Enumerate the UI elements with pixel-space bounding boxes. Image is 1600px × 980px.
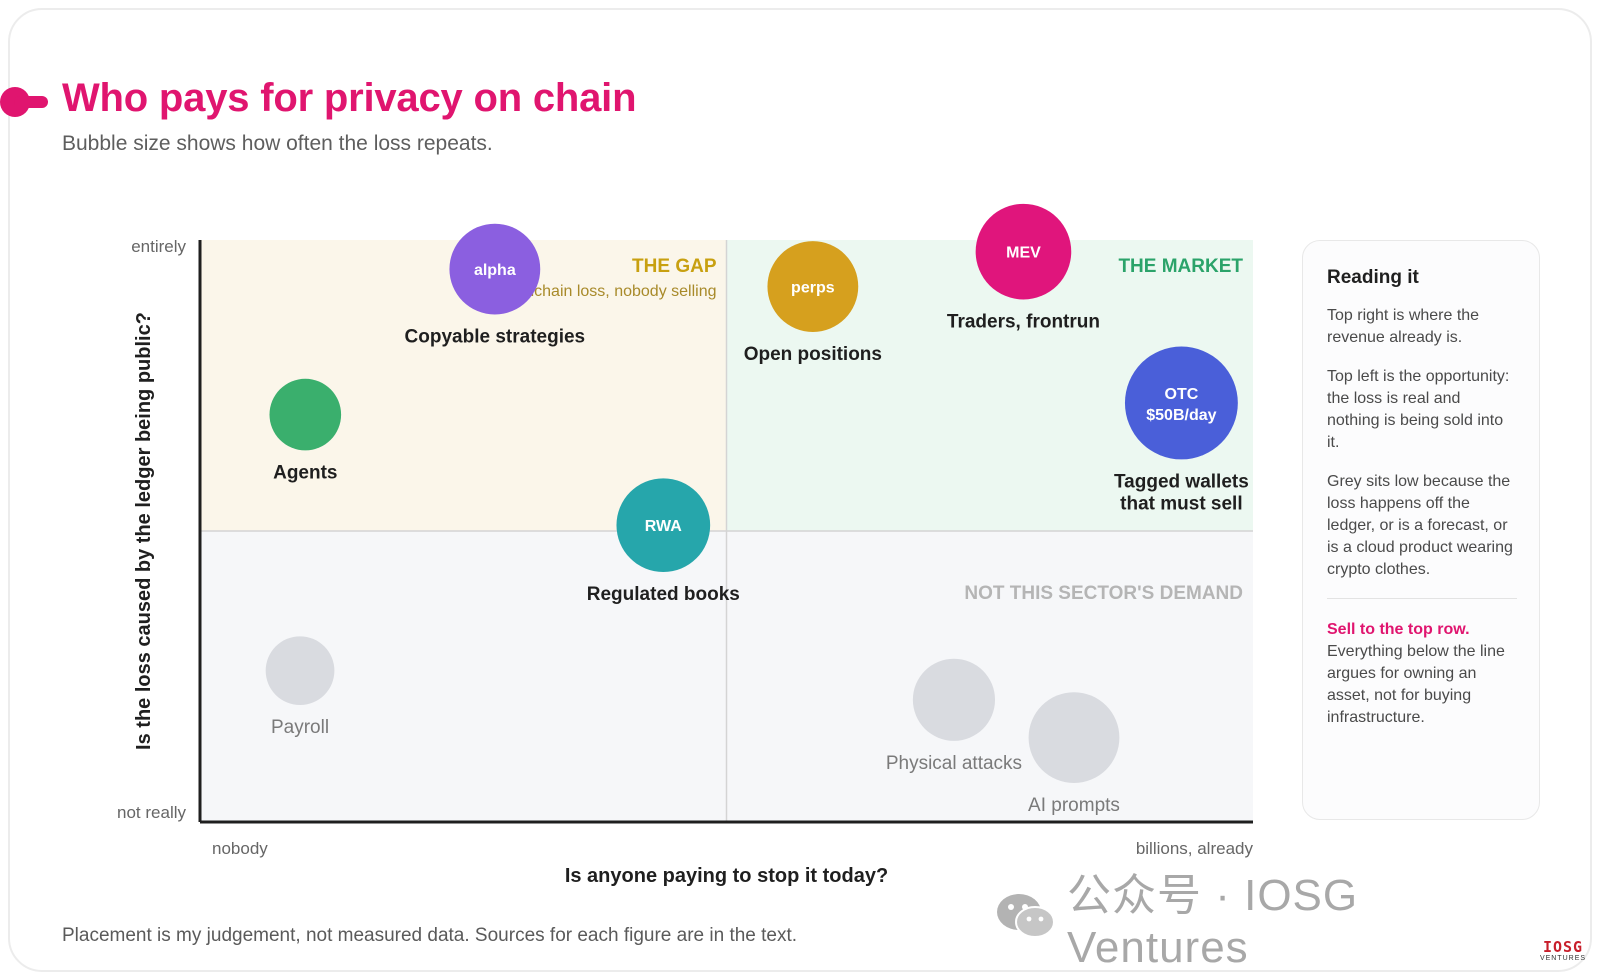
panel-cta-body: Everything below the line argues for own… (1327, 643, 1505, 726)
bubble-name-tagged-wallets-that-must-sell: OTC $50B/day (1146, 386, 1216, 424)
quadrant-lower-title: NOT THIS SECTOR'S DEMAND (964, 583, 1243, 604)
bubble-label-open-positions: Open positions (744, 344, 882, 365)
bubble-name-open-positions: perps (791, 280, 835, 297)
bubble-payroll (265, 636, 335, 706)
bubble-label-physical-attacks: Physical attacks (886, 753, 1022, 774)
bubble-label-payroll: Payroll (271, 717, 329, 738)
bubble-name-regulated-books: RWA (645, 518, 682, 535)
bubble-label-traders-frontrun: Traders, frontrun (947, 311, 1100, 332)
panel-paragraph-grey: Grey sits low because the loss happens o… (1327, 473, 1513, 578)
bubble-label-tagged-wallets-that-must-sell: Tagged wallets that must sell (1114, 471, 1249, 514)
bubble-label-regulated-books: Regulated books (587, 584, 740, 605)
watermark-text: 公众号 · IOSG Ventures (1067, 871, 1359, 972)
panel-paragraph-top-right: Top right is where the revenue already i… (1327, 307, 1480, 346)
iosg-logo-mark: IOSG (1542, 938, 1584, 956)
bubble-open-positions (767, 241, 859, 332)
bubble-name-traders-frontrun: MEV (1006, 245, 1041, 262)
x-axis-title: Is anyone paying to stop it today? (565, 865, 888, 887)
x-tick-low: nobody (212, 839, 268, 858)
bubble-agents (269, 378, 342, 451)
bubble-physical-attacks (912, 658, 996, 741)
reading-it-panel: Reading it Top right is where the revenu… (1302, 240, 1540, 820)
chart-title: Who pays for privacy on chain (62, 76, 637, 120)
bubble-traders-frontrun (975, 203, 1072, 300)
quadrant-market-title: THE MARKET (1118, 256, 1243, 277)
quadrant-gap-title: THE GAP (632, 256, 717, 277)
footnote: Placement is my judgement, not measured … (62, 925, 798, 946)
bubble-label-ai-prompts: AI prompts (1028, 795, 1120, 816)
y-axis-title: Is the loss caused by the ledger being p… (133, 312, 155, 750)
bubble-name-copyable-strategies: alpha (474, 262, 516, 279)
quadrant-gap-caption: real onchain loss, nobody selling (485, 283, 716, 300)
bubble-ai-prompts (1028, 692, 1120, 784)
iosg-logo-caption: VENTURES (1539, 955, 1587, 962)
iosg-logo: IOSG VENTURES (1534, 940, 1592, 963)
bubble-label-agents: Agents (273, 462, 337, 483)
panel-heading: Reading it (1327, 267, 1419, 288)
y-tick-high: entirely (131, 237, 186, 256)
title-marker-bar (14, 96, 48, 108)
bubble-chart: THE GAP real onchain loss, nobody selling… (117, 203, 1254, 887)
bubble-tagged-wallets-that-must-sell (1124, 346, 1238, 460)
wechat-icon (997, 894, 1055, 938)
panel-paragraph-top-left: Top left is the opportunity: the loss is… (1327, 368, 1510, 451)
x-tick-high: billions, already (1136, 839, 1254, 858)
chart-subtitle: Bubble size shows how often the loss rep… (62, 132, 493, 155)
panel-cta-title: Sell to the top row. (1327, 621, 1470, 638)
y-tick-low: not really (117, 803, 186, 822)
bubble-copyable-strategies (449, 223, 541, 315)
watermark: 公众号 · IOSG Ventures (993, 871, 1553, 972)
panel-divider (1327, 598, 1517, 599)
bubble-regulated-books (616, 478, 711, 573)
bubble-label-copyable-strategies: Copyable strategies (405, 327, 586, 348)
